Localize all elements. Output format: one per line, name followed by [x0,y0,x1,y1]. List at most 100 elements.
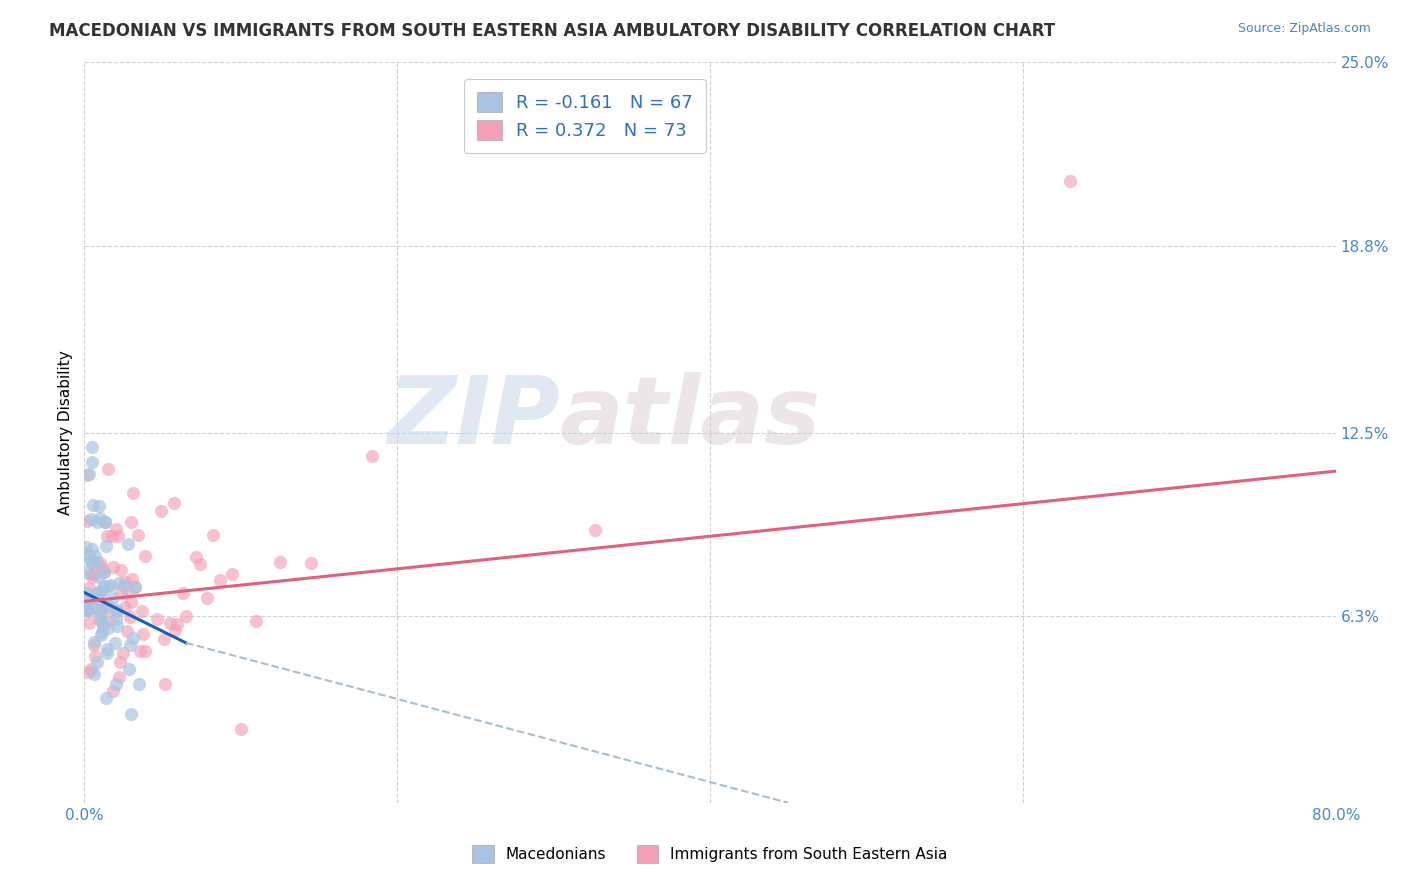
Point [96,599,118,614]
Point [122,486,145,500]
Point [101,591,124,605]
Point [174,609,197,624]
Point [87,612,110,626]
Point [118,638,141,652]
Y-axis label: Ambulatory Disability: Ambulatory Disability [58,351,73,515]
Point [86,515,108,529]
Point [87,585,110,599]
Point [90,615,112,629]
Point [75,540,97,554]
Point [90,628,112,642]
Point [89,511,111,525]
Point [84,549,107,563]
Point [87,499,110,513]
Point [79,552,101,566]
Text: atlas: atlas [560,372,821,464]
Point [128,677,150,691]
Point [82,441,104,455]
Point [80,662,103,676]
Point [86,655,108,669]
Point [77,467,100,482]
Point [134,549,156,563]
Point [77,665,100,680]
Point [93,579,115,593]
Point [112,578,135,592]
Point [104,612,127,626]
Point [84,648,107,663]
Point [114,600,136,615]
Point [186,550,208,565]
Point [153,632,176,647]
Point [90,561,112,575]
Point [91,582,114,597]
Point [97,599,120,613]
Point [145,612,167,626]
Point [104,603,127,617]
Text: Source: ZipAtlas.com: Source: ZipAtlas.com [1237,22,1371,36]
Point [269,555,291,569]
Point [94,539,117,553]
Point [104,636,127,650]
Point [91,619,114,633]
Point [231,722,253,736]
Point [124,580,146,594]
Point [115,624,138,638]
Point [134,644,156,658]
Point [108,656,131,670]
Legend: Macedonians, Immigrants from South Eastern Asia: Macedonians, Immigrants from South Easte… [467,839,953,869]
Point [107,529,129,543]
Point [104,677,127,691]
Point [114,574,136,589]
Point [87,593,110,607]
Point [80,512,103,526]
Point [132,627,155,641]
Point [76,604,98,618]
Point [80,567,103,582]
Point [76,601,98,615]
Point [101,529,124,543]
Point [209,574,232,588]
Point [1059,174,1081,188]
Point [76,514,98,528]
Point [84,591,107,605]
Point [583,523,606,537]
Point [188,557,211,571]
Point [84,555,107,569]
Point [82,566,104,581]
Point [77,591,100,606]
Point [82,541,104,556]
Point [101,560,124,574]
Point [75,547,97,561]
Point [96,646,118,660]
Point [166,617,188,632]
Point [82,455,104,469]
Point [159,615,181,630]
Point [83,600,105,615]
Point [93,565,115,579]
Point [120,516,142,530]
Point [80,554,103,568]
Point [127,528,149,542]
Point [121,572,143,586]
Point [89,603,111,617]
Point [163,496,186,510]
Point [202,528,225,542]
Point [117,537,139,551]
Point [172,586,194,600]
Point [93,565,115,579]
Point [90,584,112,599]
Point [76,468,98,483]
Point [96,642,118,657]
Point [93,515,115,529]
Point [299,556,322,570]
Point [97,579,120,593]
Point [83,638,105,652]
Point [360,449,382,463]
Point [131,603,153,617]
Point [112,646,135,660]
Point [96,529,118,543]
Point [163,624,186,638]
Point [83,635,105,649]
Point [108,670,131,684]
Point [120,706,142,721]
